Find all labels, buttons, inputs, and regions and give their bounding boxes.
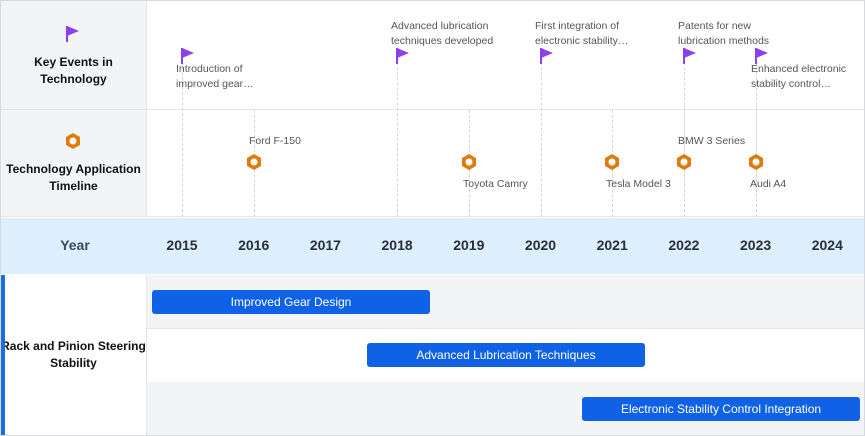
application-label: Audi A4 [750,178,786,190]
year-label: 2016 [224,237,284,253]
application-hex-icon[interactable] [460,153,478,171]
event-label: Enhanced electronic stability control… [751,62,846,92]
event-guide-line [397,57,398,217]
application-hex-icon[interactable] [675,153,693,171]
gantt-row-label: Rack and Pinion Steering Stability [1,338,146,372]
year-label: 2015 [152,237,212,253]
bar-improved-gear-design[interactable]: Improved Gear Design [152,290,430,314]
year-label: 2021 [582,237,642,253]
gantt-row-header: Rack and Pinion Steering Stability [1,275,147,435]
year-label: 2017 [295,237,355,253]
event-label: Advanced lubrication techniques develope… [391,19,493,49]
hexagon-icon [64,132,82,150]
year-label: 2019 [439,237,499,253]
application-label: Toyota Camry [463,178,528,190]
event-guide-line [541,57,542,217]
key-events-header: Key Events in Technology [1,1,147,109]
flag-icon [65,25,81,43]
applications-header: Technology Application Timeline [1,110,147,216]
event-flag-icon[interactable] [395,47,411,65]
application-hex-icon[interactable] [747,153,765,171]
application-label: BMW 3 Series [678,135,745,147]
application-hex-icon[interactable] [603,153,621,171]
event-label: First integration of electronic stabilit… [535,19,628,49]
event-label: Patents for new lubrication methods [678,19,769,49]
bar-advanced-lubrication[interactable]: Advanced Lubrication Techniques [367,343,645,367]
year-label: 2018 [367,237,427,253]
application-label: Ford F-150 [249,135,301,147]
event-label: Introduction of improved gear… [176,62,254,92]
application-hex-icon[interactable] [245,153,263,171]
year-axis-title: Year [1,237,149,253]
bar-electronic-stability[interactable]: Electronic Stability Control Integration [582,397,860,421]
event-flag-icon[interactable] [539,47,555,65]
year-label: 2020 [511,237,571,253]
year-label: 2024 [797,237,857,253]
year-label: 2023 [726,237,786,253]
event-flag-icon[interactable] [682,47,698,65]
applications-label: Technology Application Timeline [1,161,146,195]
key-events-label: Key Events in Technology [1,54,146,88]
application-label: Tesla Model 3 [606,178,671,190]
year-label: 2022 [654,237,714,253]
row-accent [1,275,5,435]
